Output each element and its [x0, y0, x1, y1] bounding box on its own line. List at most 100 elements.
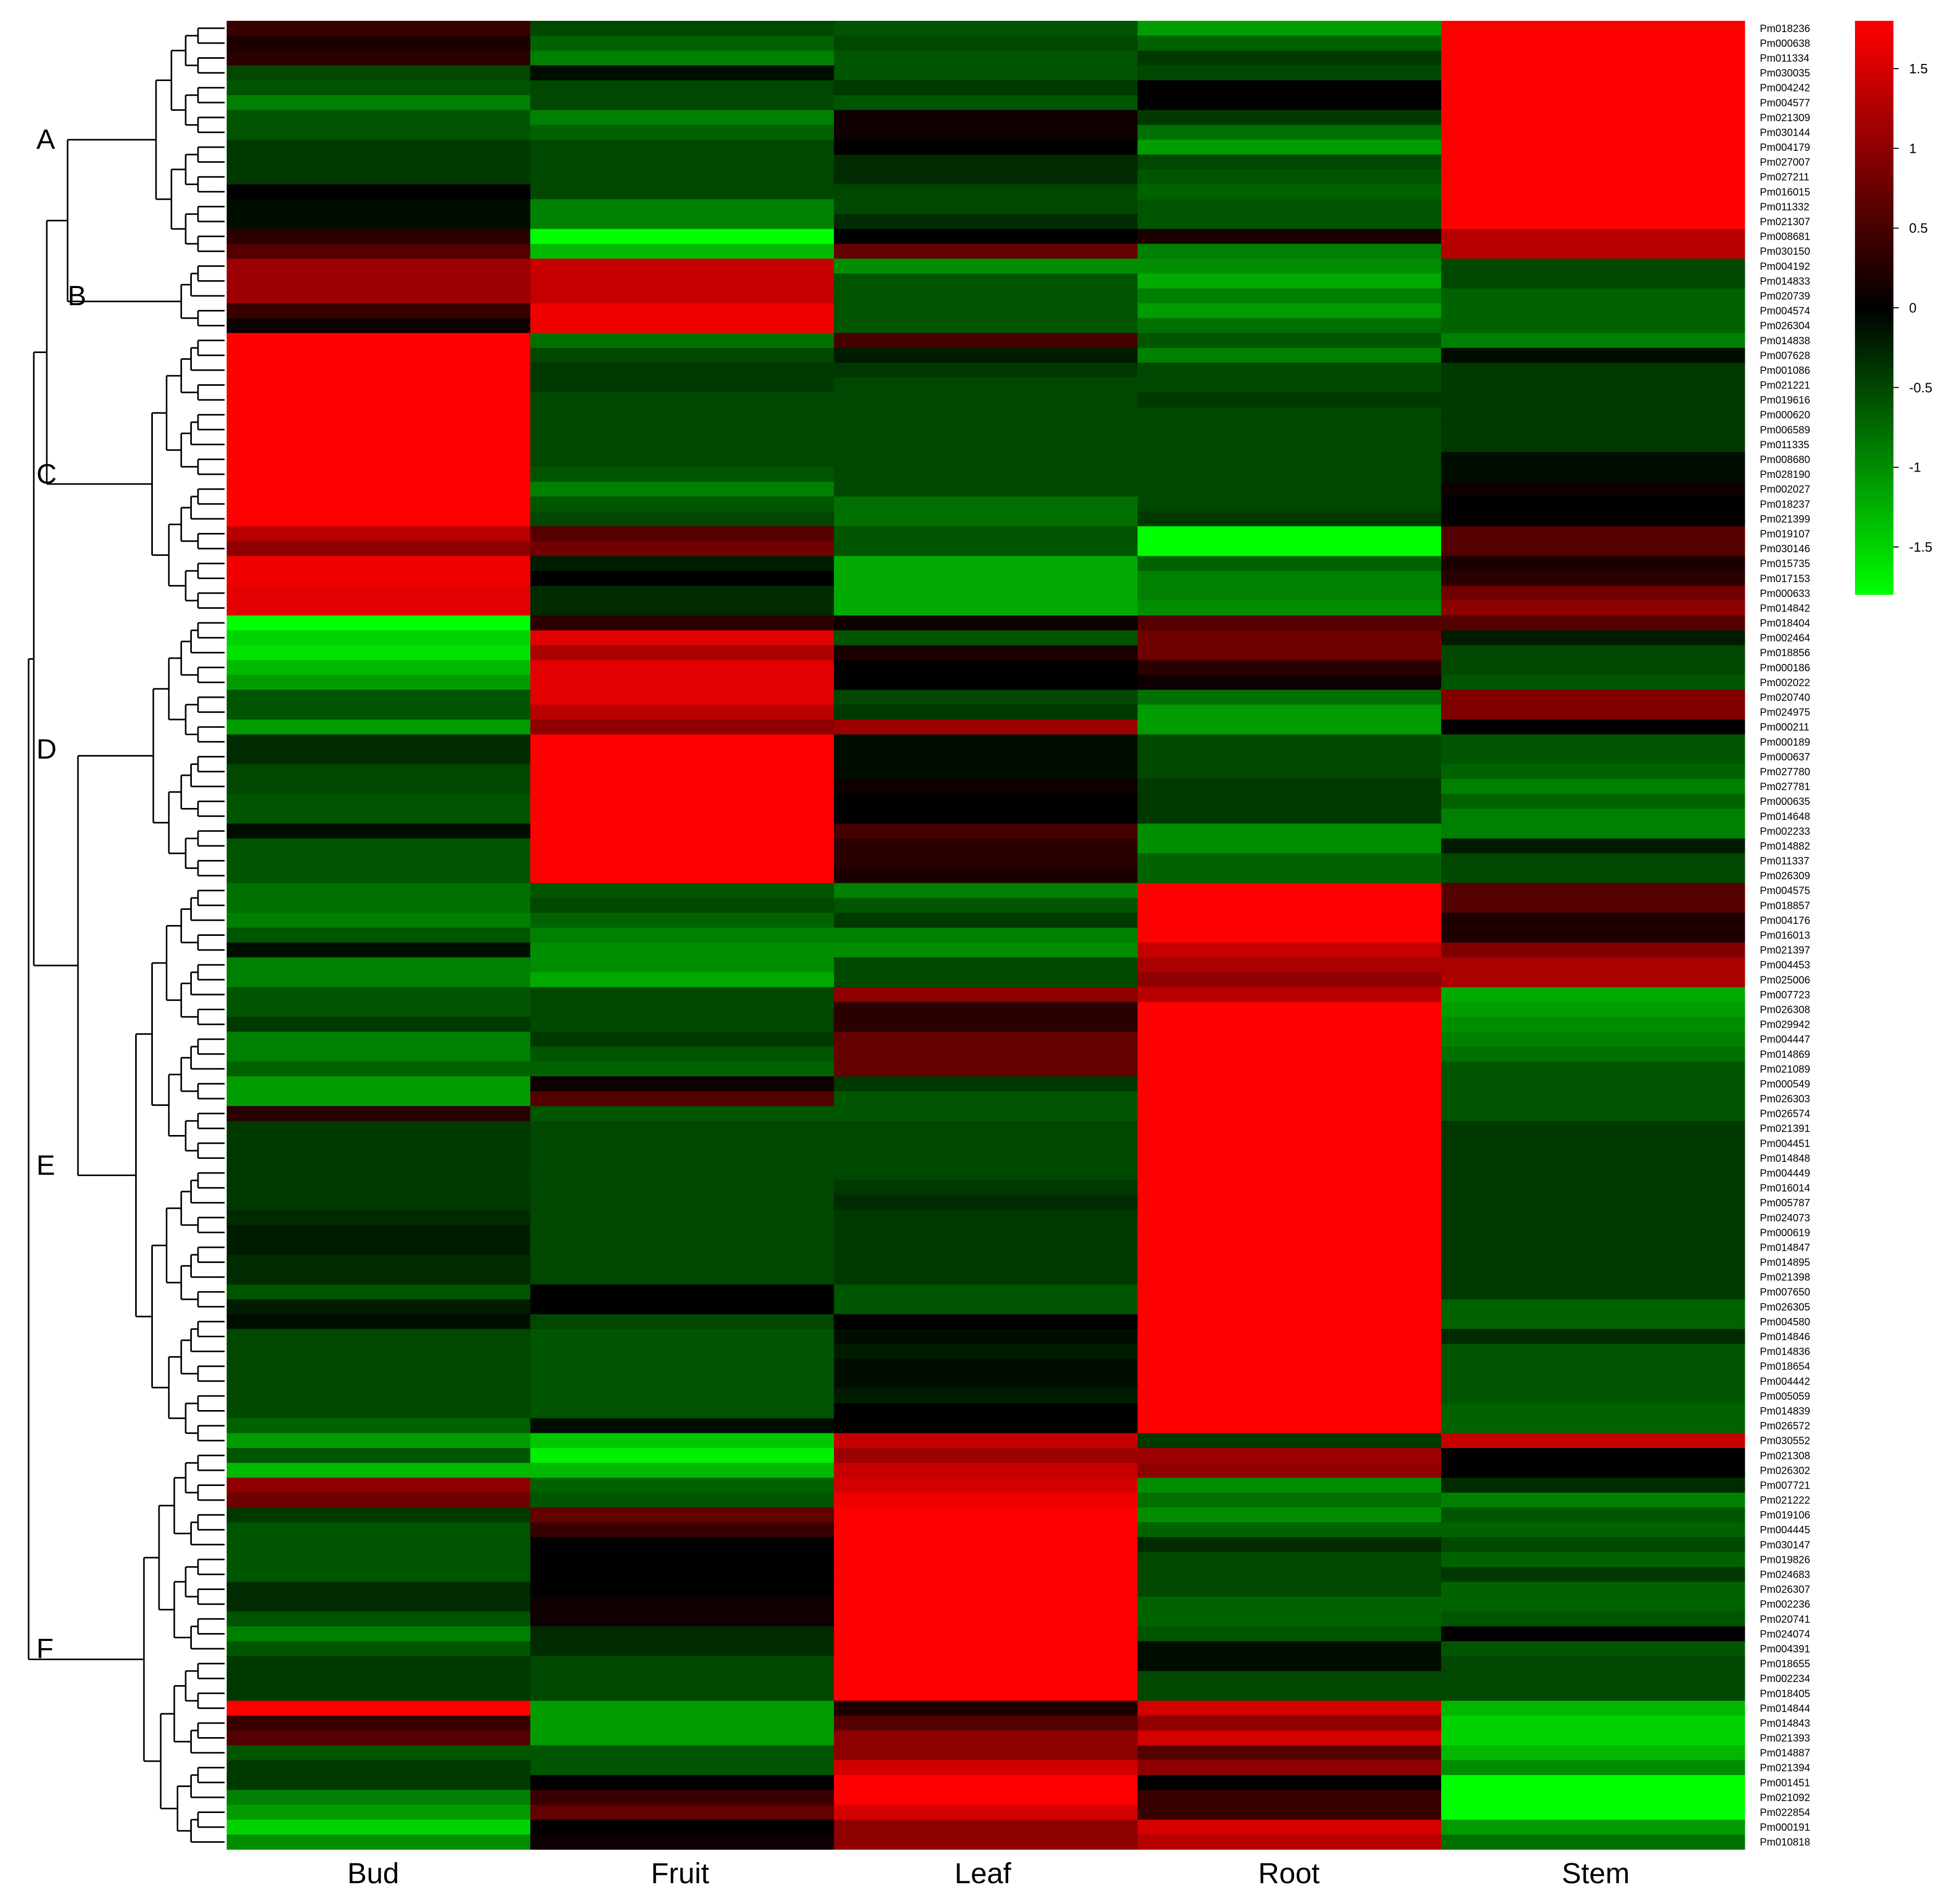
- gene-label: Pm027780: [1760, 766, 1810, 778]
- gene-label: Pm008681: [1760, 231, 1810, 243]
- heatmap-cell: [834, 615, 1138, 631]
- heatmap-cell: [834, 585, 1138, 601]
- gene-label: Pm004192: [1760, 261, 1810, 272]
- heatmap-cell: [1441, 838, 1745, 854]
- heatmap-cell: [1138, 928, 1442, 943]
- heatmap-cell: [834, 1151, 1138, 1166]
- heatmap-cell: [227, 437, 531, 452]
- heatmap-cell: [530, 1656, 834, 1672]
- heatmap-cell: [834, 883, 1138, 898]
- heatmap-cell: [530, 1537, 834, 1553]
- heatmap-cell: [1138, 957, 1442, 973]
- heatmap-cell: [834, 199, 1138, 215]
- heatmap-cell: [1138, 1537, 1442, 1553]
- heatmap-cell: [834, 1552, 1138, 1568]
- heatmap-cell: [834, 258, 1138, 274]
- heatmap-cell: [530, 95, 834, 111]
- heatmap-cell: [530, 1463, 834, 1478]
- heatmap-cell: [1441, 1715, 1745, 1731]
- heatmap-cell: [1441, 35, 1745, 51]
- heatmap-cell: [227, 972, 531, 988]
- heatmap-cell: [227, 318, 531, 334]
- heatmap-cell: [1441, 942, 1745, 958]
- heatmap-cell: [1138, 1715, 1442, 1731]
- heatmap-cell: [1441, 437, 1745, 452]
- heatmap-cell: [227, 1299, 531, 1315]
- heatmap-cell: [834, 1819, 1138, 1835]
- gene-label: Pm021399: [1760, 514, 1810, 525]
- heatmap-cell: [1441, 689, 1745, 705]
- heatmap-cell: [834, 1492, 1138, 1508]
- heatmap-cell: [1441, 1478, 1745, 1493]
- gene-label: Pm021397: [1760, 945, 1810, 956]
- heatmap-cell: [1441, 1240, 1745, 1255]
- heatmap-cell: [227, 1374, 531, 1389]
- heatmap-cell: [530, 764, 834, 779]
- heatmap-cell: [227, 1329, 531, 1345]
- heatmap-cell: [227, 689, 531, 705]
- heatmap-cell: [530, 1284, 834, 1300]
- heatmap-cell: [1441, 779, 1745, 794]
- heatmap-cell: [834, 556, 1138, 571]
- heatmap-cell: [1441, 1329, 1745, 1345]
- heatmap-cell: [1138, 437, 1442, 452]
- gene-label: Pm004447: [1760, 1034, 1810, 1046]
- heatmap-cell: [227, 1344, 531, 1360]
- heatmap-cell: [227, 377, 531, 393]
- heatmap-cell: [227, 407, 531, 423]
- heatmap-cell: [530, 1626, 834, 1642]
- heatmap-cell: [530, 912, 834, 928]
- heatmap-cell: [1138, 645, 1442, 661]
- heatmap-cell: [834, 169, 1138, 185]
- heatmap-cell: [227, 824, 531, 839]
- heatmap-cell: [1441, 1522, 1745, 1538]
- colorbar-tick-label: -1: [1909, 460, 1921, 475]
- gene-label: Pm021391: [1760, 1123, 1810, 1134]
- column-labels: Bud Fruit Leaf Root Stem: [347, 1857, 1630, 1889]
- heatmap-cell: [227, 705, 531, 720]
- heatmap-cell: [834, 1537, 1138, 1553]
- heatmap-cell: [834, 1210, 1138, 1225]
- gene-label: Pm011334: [1760, 53, 1809, 64]
- heatmap-cell: [530, 496, 834, 512]
- heatmap-cell: [530, 1240, 834, 1255]
- heatmap-cell: [530, 348, 834, 363]
- heatmap-cell: [1138, 333, 1442, 348]
- heatmap-cell: [1441, 987, 1745, 1002]
- gene-label: Pm001086: [1760, 365, 1810, 376]
- heatmap-cell: [1441, 1671, 1745, 1687]
- gene-label: Pm014882: [1760, 841, 1810, 852]
- heatmap-cell: [1441, 1151, 1745, 1166]
- heatmap-cell: [1138, 734, 1442, 750]
- gene-label: Pm015735: [1760, 558, 1810, 570]
- heatmap-cell: [1138, 1775, 1442, 1791]
- colorbar-tick-label: -0.5: [1909, 380, 1932, 395]
- heatmap-cell: [227, 466, 531, 482]
- heatmap-cell: [530, 511, 834, 527]
- heatmap-cell: [1138, 1076, 1442, 1092]
- heatmap-cell: [1441, 853, 1745, 869]
- heatmap-cell: [530, 258, 834, 274]
- heatmap-cell: [834, 1626, 1138, 1642]
- heatmap-cell: [834, 1136, 1138, 1151]
- gene-label: Pm026572: [1760, 1420, 1810, 1432]
- heatmap-cell: [530, 541, 834, 556]
- heatmap-cell: [227, 154, 531, 170]
- heatmap-cell: [227, 645, 531, 661]
- gene-label: Pm004453: [1760, 960, 1810, 971]
- heatmap-cell: [1138, 154, 1442, 170]
- gene-label: Pm026574: [1760, 1109, 1810, 1120]
- heatmap-cell: [834, 734, 1138, 750]
- heatmap-cell: [1138, 229, 1442, 244]
- heatmap-cell: [227, 928, 531, 943]
- heatmap-cell: [834, 853, 1138, 869]
- heatmap-cell: [1138, 1210, 1442, 1225]
- gene-label: Pm000549: [1760, 1078, 1810, 1090]
- heatmap-cell: [227, 1805, 531, 1820]
- gene-label: Pm019106: [1760, 1510, 1810, 1521]
- heatmap-cell: [1441, 1790, 1745, 1805]
- heatmap-cell: [227, 1463, 531, 1478]
- heatmap-cell: [227, 1582, 531, 1597]
- heatmap-cell: [1138, 511, 1442, 527]
- heatmap-cell: [1138, 1032, 1442, 1047]
